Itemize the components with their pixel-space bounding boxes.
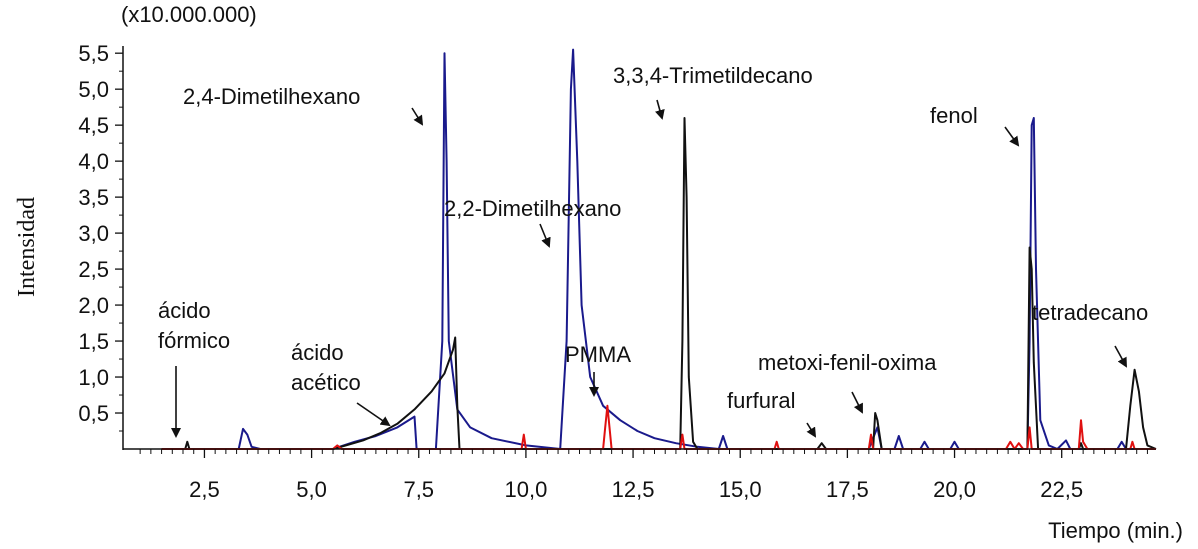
x-tick-label: 22,5 bbox=[1040, 477, 1083, 502]
y-tick-label: 1,0 bbox=[78, 365, 109, 390]
y-tick-label: 5,5 bbox=[78, 41, 109, 66]
y-tick-label: 4,0 bbox=[78, 149, 109, 174]
series-line-1 bbox=[161, 48, 1156, 450]
x-tick-label: 10,0 bbox=[504, 477, 547, 502]
annotation-arrow bbox=[655, 99, 665, 120]
annotation-label: fenol bbox=[930, 103, 978, 128]
annotation-arrow bbox=[851, 391, 863, 414]
x-tick-label: 5,0 bbox=[296, 477, 327, 502]
annotation-acido-acetico: ácido acético bbox=[291, 340, 391, 427]
annotation-furfural: furfural bbox=[727, 388, 817, 438]
annotation-tetradecano: tetradecano bbox=[1032, 300, 1148, 368]
annotation-acido-formico: ácido fórmico bbox=[158, 298, 230, 438]
x-tick-label: 15,0 bbox=[719, 477, 762, 502]
y-tick-label: 3,5 bbox=[78, 185, 109, 210]
annotation-arrow bbox=[806, 422, 817, 438]
annotation-label: ácido bbox=[158, 298, 211, 323]
annotation-label: fórmico bbox=[158, 328, 230, 353]
annotation-label: 3,3,4-Trimetildecano bbox=[613, 63, 813, 88]
y-tick-label: 2,0 bbox=[78, 293, 109, 318]
y-tick-label: 5,0 bbox=[78, 77, 109, 102]
annotation-label: PMMA bbox=[565, 342, 631, 367]
y-tick-label: 1,5 bbox=[78, 329, 109, 354]
annotation-label: furfural bbox=[727, 388, 795, 413]
annotation-fenol: fenol bbox=[930, 103, 1020, 147]
x-tick-label: 7,5 bbox=[403, 477, 434, 502]
y-tick-label: 3,0 bbox=[78, 221, 109, 246]
y-tick-label: 2,5 bbox=[78, 257, 109, 282]
x-tick-label: 12,5 bbox=[612, 477, 655, 502]
annotation-trimetildecano: 3,3,4-Trimetildecano bbox=[613, 63, 813, 120]
y-tick-label: 0,5 bbox=[78, 401, 109, 426]
annotation-dimetilhexano-24: 2,4-Dimetilhexano bbox=[183, 84, 424, 126]
annotation-label: 2,4-Dimetilhexano bbox=[183, 84, 360, 109]
series-line-2 bbox=[161, 117, 1157, 450]
y-multiplier-label: (x10.000.000) bbox=[121, 2, 257, 27]
x-tick-label: 2,5 bbox=[189, 477, 220, 502]
x-tick-label: 17,5 bbox=[826, 477, 869, 502]
x-tick-label: 20,0 bbox=[933, 477, 976, 502]
annotation-dimetilhexano-22: 2,2-Dimetilhexano bbox=[444, 196, 621, 248]
annotation-label: 2,2-Dimetilhexano bbox=[444, 196, 621, 221]
annotation-label: ácido bbox=[291, 340, 344, 365]
annotation-label: tetradecano bbox=[1032, 300, 1148, 325]
annotation-label: metoxi-fenil-oxima bbox=[758, 350, 937, 375]
y-axis-label: Intensidad bbox=[14, 197, 40, 297]
axes-layer: 0,5 1,0 1,5 2,0 2,5 3,0 3,5 4,0 4,5 5,0 5,5 2,5 5,0 7… bbox=[78, 41, 1156, 502]
y-tick-label: 4,5 bbox=[78, 113, 109, 138]
annotation-metoxi-fenil-oxima: metoxi-fenil-oxima bbox=[758, 350, 937, 414]
x-axis-label: Tiempo (min.) bbox=[1048, 518, 1183, 543]
annotation-label: acético bbox=[291, 370, 361, 395]
annotation-arrow bbox=[1004, 126, 1020, 147]
annotation-pmma: PMMA bbox=[565, 342, 631, 397]
annotation-arrow bbox=[356, 402, 391, 427]
annotation-arrow bbox=[411, 107, 424, 126]
annotation-arrow bbox=[539, 223, 551, 248]
annotations-layer: ácido fórmico ácido acético 2,4-Dimetilhexan… bbox=[158, 63, 1148, 438]
series-line-3 bbox=[161, 404, 1156, 450]
annotation-arrow bbox=[1114, 345, 1127, 368]
